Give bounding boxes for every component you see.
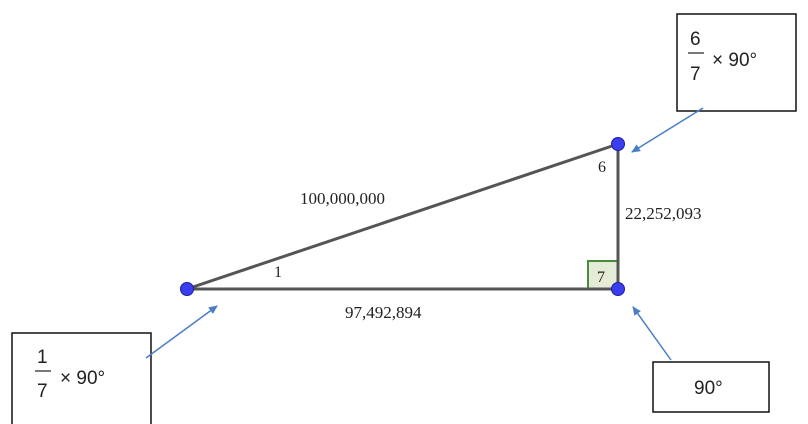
callout-top-right-denominator: 7 (690, 64, 701, 85)
arrow-to-left-vertex (145, 305, 218, 359)
callout-bottom-left-multiplier: × 90° (60, 368, 105, 389)
angle-right-label: 7 (597, 269, 605, 286)
opposite-label: 22,252,093 (625, 204, 702, 223)
vertex-left (180, 282, 194, 296)
angle-left-label: 1 (274, 264, 282, 281)
callout-top-right: 6 7 × 90° (676, 13, 797, 112)
vertex-top (611, 137, 625, 151)
callout-bottom-left: 1 7 × 90° (11, 332, 152, 424)
callout-bottom-right: 90° (652, 361, 770, 413)
callout-bottom-left-numerator: 1 (37, 347, 48, 368)
callout-top-right-numerator: 6 (690, 29, 701, 50)
arrow-to-top-vertex (631, 107, 704, 153)
vertex-right (611, 282, 625, 296)
hypotenuse-side (186, 142, 619, 291)
hypotenuse-label: 100,000,000 (300, 189, 385, 208)
arrow-to-right-vertex (632, 306, 672, 361)
callout-bottom-right-text: 90° (694, 378, 723, 399)
callout-bottom-left-denominator: 7 (37, 381, 48, 402)
angle-top-label: 6 (598, 159, 606, 176)
callout-top-right-multiplier: × 90° (712, 50, 757, 71)
adjacent-label: 97,492,894 (345, 303, 422, 322)
